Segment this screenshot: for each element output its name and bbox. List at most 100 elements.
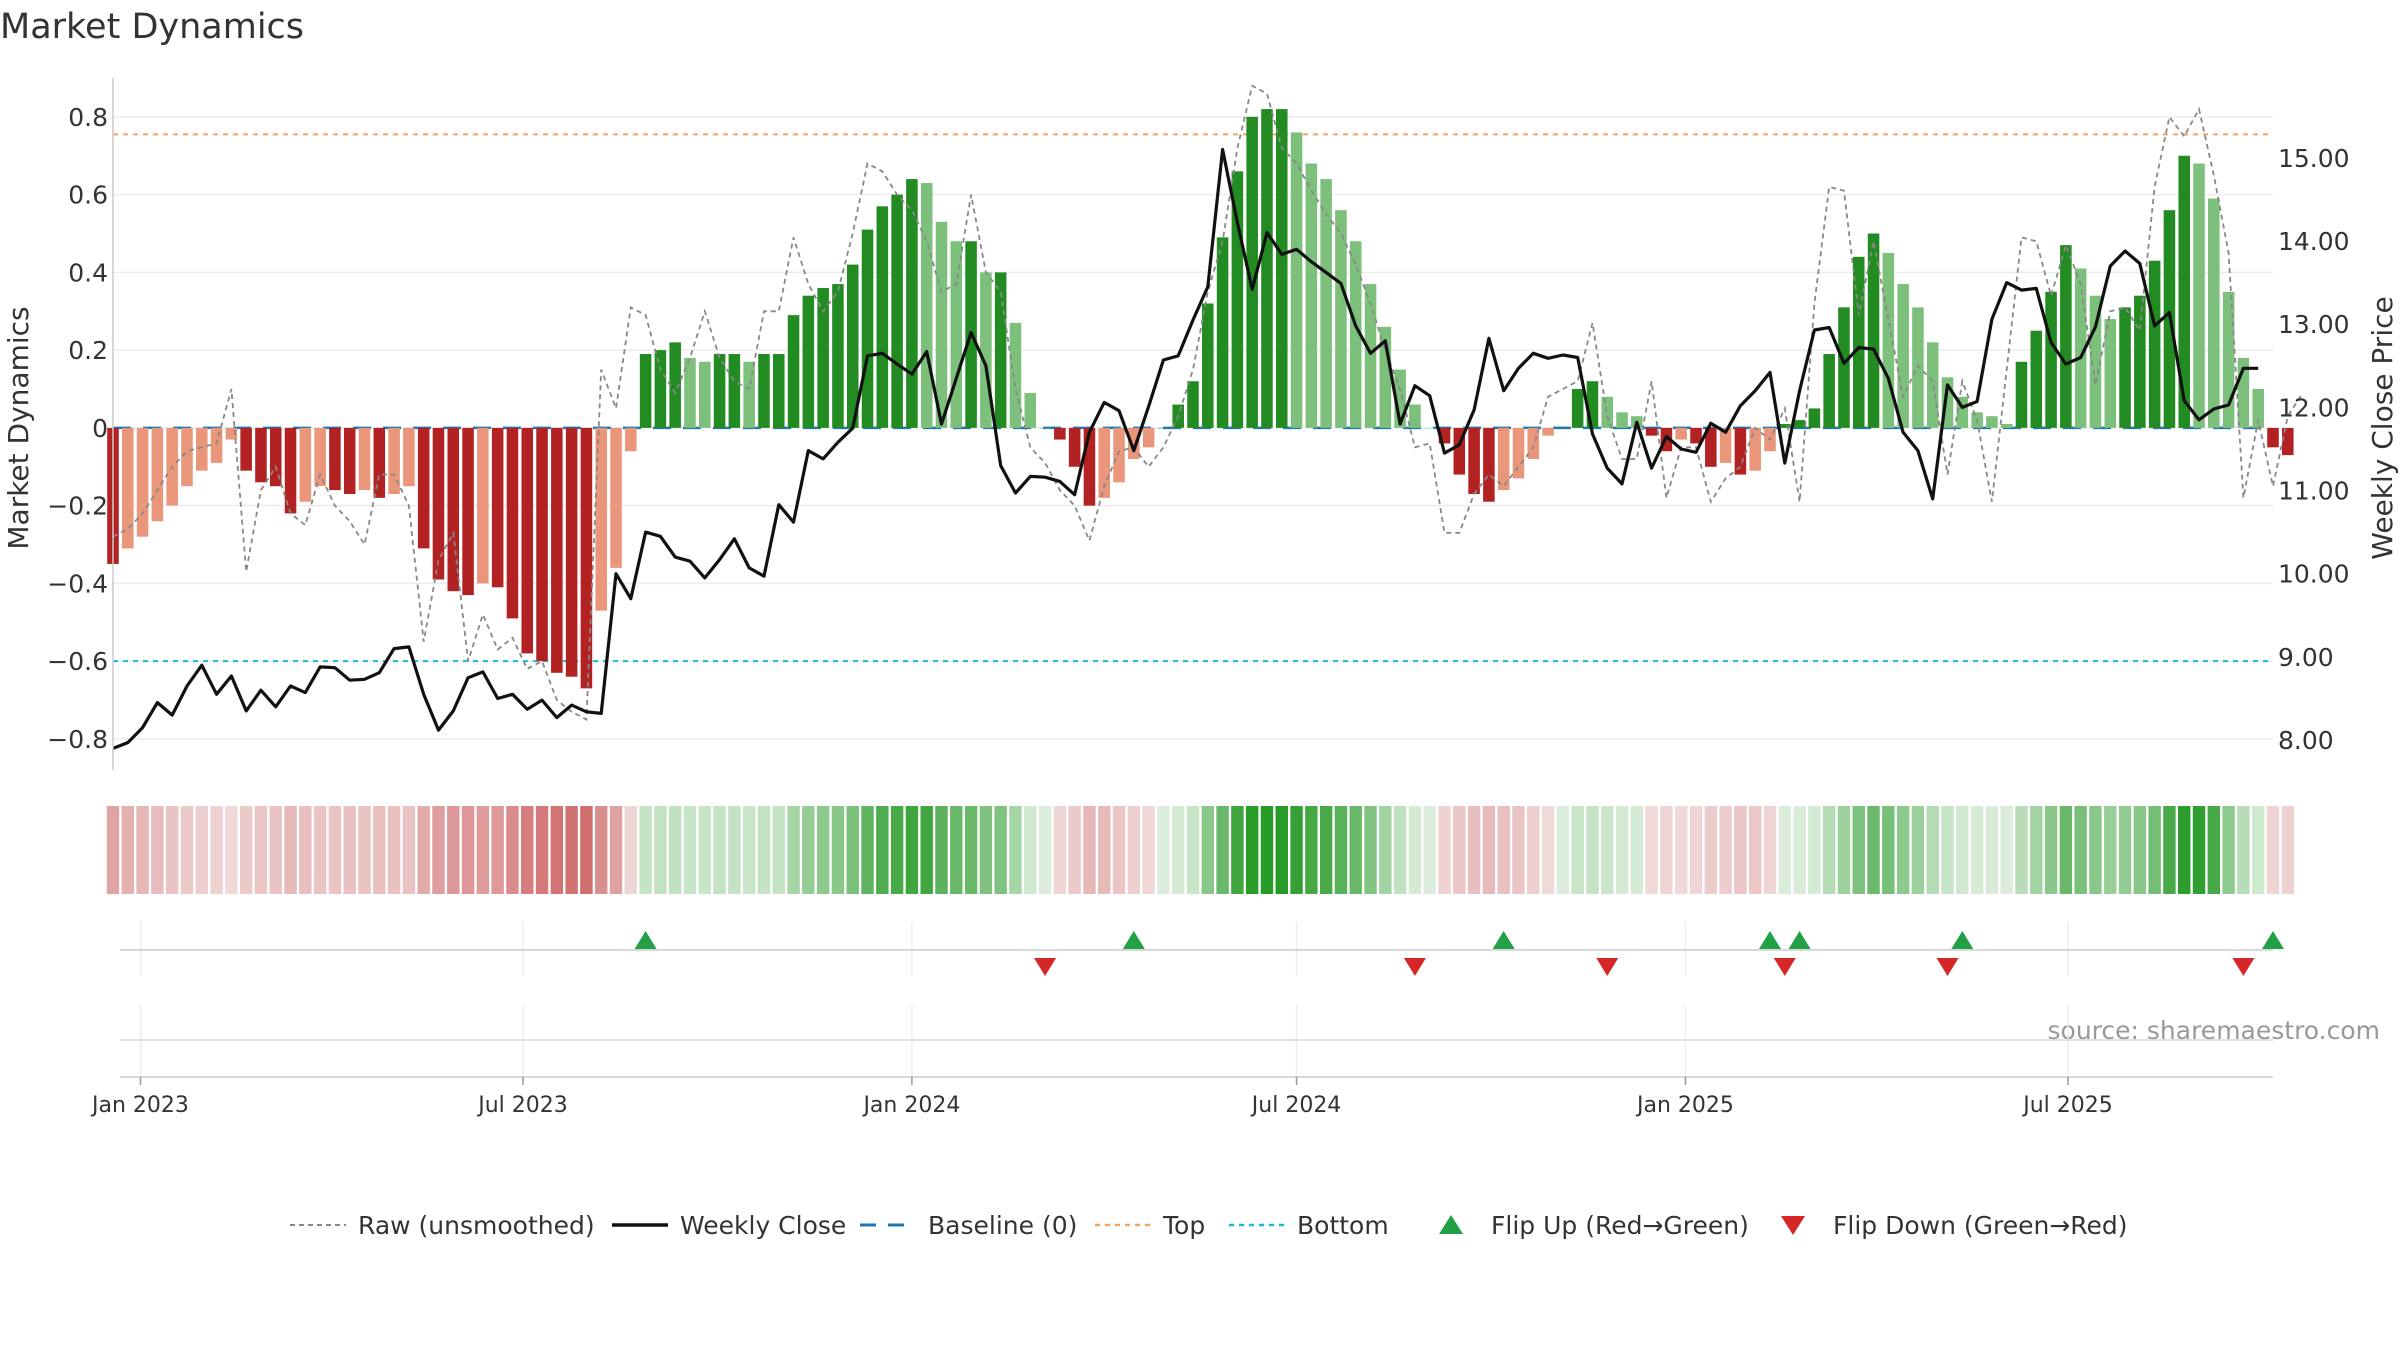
band-cell [180, 806, 194, 894]
band-cell [861, 806, 874, 894]
band-cell [1053, 806, 1067, 894]
band-cell [802, 806, 815, 894]
dynamics-bar [225, 427, 238, 440]
dynamics-bar [1527, 427, 1540, 459]
dynamics-bar [1054, 427, 1066, 440]
band-cell [1112, 806, 1126, 894]
legend-label: Flip Up (Red→Green) [1491, 1211, 1749, 1240]
band-cell [1438, 806, 1451, 894]
legend-label: Bottom [1297, 1211, 1389, 1240]
dynamics-bar [447, 427, 460, 592]
band-cell [1926, 806, 1939, 894]
dynamics-bar [1542, 427, 1554, 436]
band-cell [979, 806, 993, 894]
band-cell [506, 806, 519, 894]
y-right-tick-label: 10.00 [2278, 560, 2350, 589]
band-cell [1038, 806, 1052, 894]
band-cell [1512, 806, 1525, 894]
dynamics-bar [1557, 427, 1569, 429]
dynamics-bar [1497, 427, 1510, 491]
y-right-tick-label: 14.00 [2278, 227, 2350, 256]
dynamics-bar [1926, 342, 1939, 428]
band-cell [2192, 806, 2206, 894]
dynamics-bars [107, 109, 2294, 689]
dynamics-bar [388, 427, 400, 494]
flip-up-marker [1122, 931, 1145, 949]
dynamics-bar [1320, 179, 1332, 428]
y-left-tick-label: −0.8 [47, 725, 108, 754]
dynamics-bar [491, 427, 504, 588]
y-left-tick-label: −0.6 [47, 647, 108, 676]
dynamics-bar [1024, 392, 1037, 428]
band-cell [683, 806, 697, 894]
band-cell [2044, 806, 2058, 894]
dynamics-bar [994, 272, 1007, 428]
dynamics-bar [2208, 198, 2220, 428]
band-cell [1941, 806, 1954, 894]
dynamics-bar [1779, 424, 1791, 428]
band-cell [742, 806, 756, 894]
dynamics-bar [1157, 427, 1170, 429]
dynamics-bar [1512, 427, 1525, 479]
band-cell [1393, 806, 1407, 894]
dynamics-bar [1261, 109, 1273, 428]
band-cell [1364, 806, 1377, 894]
band-cell [447, 806, 460, 894]
dynamics-bar [654, 350, 667, 428]
legend: Raw (unsmoothed) Weekly Close Baseline (0)… [290, 1211, 2128, 1240]
y-left-tick-label: 0 [92, 414, 108, 443]
band-cell [195, 806, 208, 894]
dynamics-bar [2178, 155, 2191, 428]
dynamics-bar [269, 427, 282, 487]
x-tick-label: Jul 2025 [2021, 1093, 2113, 1118]
dynamics-bar [1705, 427, 1717, 467]
y-left-tick-label: −0.2 [47, 492, 108, 521]
dynamics-bar [373, 427, 386, 498]
band-cell [1556, 806, 1570, 894]
dynamics-bar [136, 427, 149, 537]
band-cell [890, 806, 904, 894]
raw-line [112, 84, 2304, 721]
dynamics-bar [1231, 171, 1244, 428]
band-cell [1985, 806, 1999, 894]
close-line [112, 147, 2259, 750]
legend-swatch [1781, 1216, 1805, 1235]
band-cell [1186, 806, 1200, 894]
band-cell [1586, 806, 1599, 894]
dynamics-bar [1912, 307, 1924, 428]
legend-item: Weekly Close [612, 1211, 846, 1240]
dynamics-bar [1394, 369, 1406, 428]
band-cell [1467, 806, 1481, 894]
dynamics-bar [2237, 357, 2250, 428]
dynamics-bar [1586, 381, 1599, 428]
dynamics-bar [358, 427, 371, 491]
legend-item: Bottom [1229, 1211, 1389, 1240]
legend-label: Flip Down (Green→Red) [1833, 1211, 2128, 1240]
band-cell [787, 806, 800, 894]
band-cell [1319, 806, 1333, 894]
band-cell [254, 806, 268, 894]
dynamics-bar [1823, 354, 1835, 428]
band-cell [2089, 806, 2102, 894]
dynamics-bar [595, 427, 607, 611]
band-cell [595, 806, 608, 894]
dynamics-bar [181, 427, 193, 487]
dynamics-bar [1645, 427, 1658, 436]
dynamics-bar [521, 427, 534, 654]
band-cell [1601, 806, 1614, 894]
flip-up-marker [1758, 931, 1781, 949]
band-cell [2222, 806, 2235, 894]
band-cell [1704, 806, 1718, 894]
dynamics-bar [2000, 424, 2013, 428]
band-cell [1778, 806, 1791, 894]
band-cell [698, 806, 711, 894]
dynamics-bar [1335, 210, 1347, 428]
band-cell [2133, 806, 2147, 894]
dynamics-bar [1142, 427, 1155, 448]
band-cell [757, 806, 771, 894]
dynamics-bar [2193, 163, 2205, 428]
dynamics-bar [876, 206, 889, 428]
dynamics-bar [1986, 416, 1998, 428]
dynamics-bar [2060, 245, 2072, 428]
band-cell [964, 806, 978, 894]
